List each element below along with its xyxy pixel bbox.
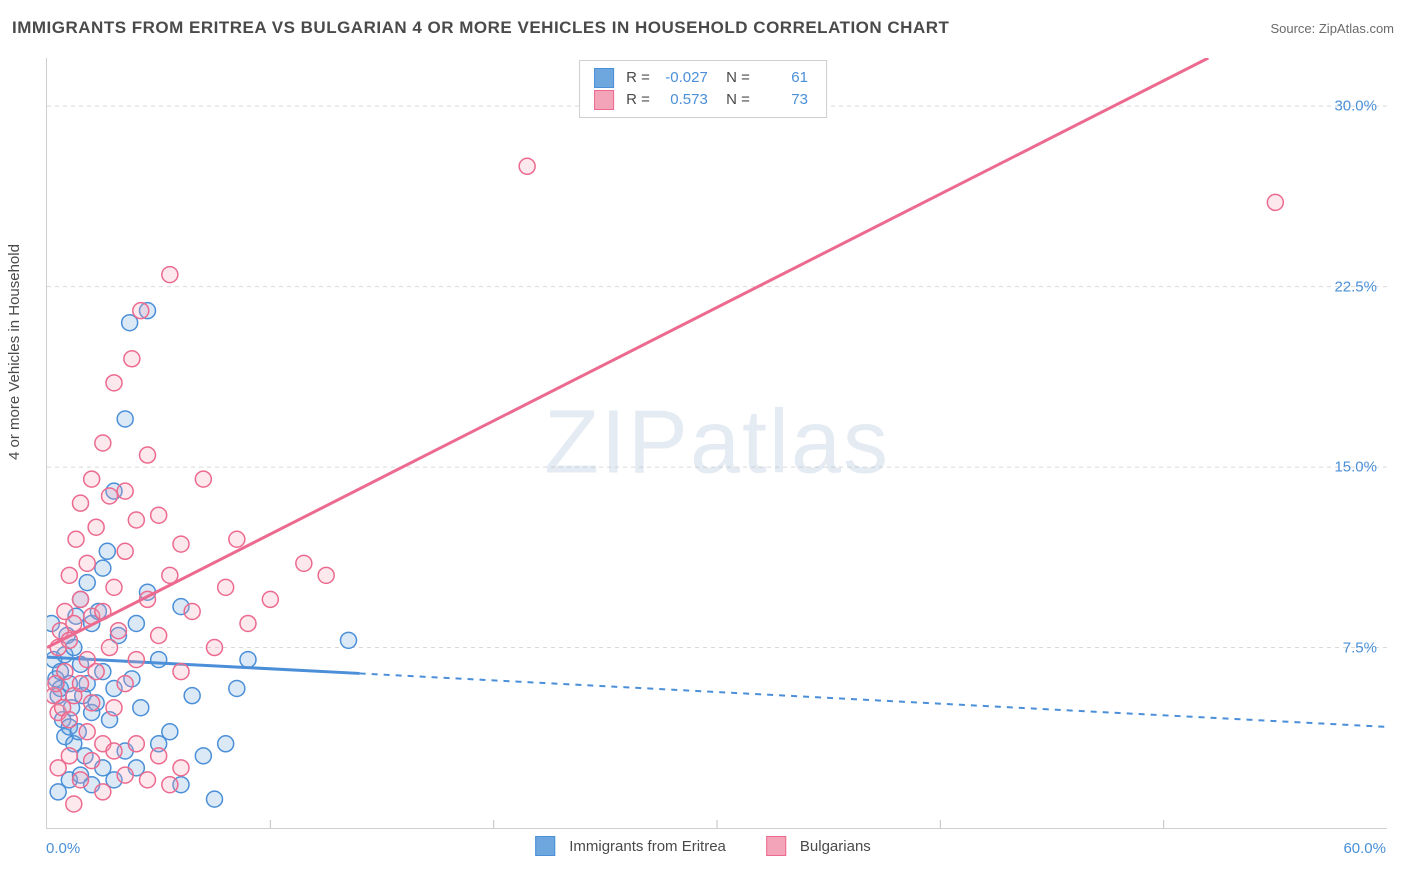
n-value-bulgarians: 73 xyxy=(756,89,812,111)
y-axis-label: 4 or more Vehicles in Household xyxy=(6,244,23,460)
y-tick-label: 15.0% xyxy=(1334,459,1377,476)
swatch-bulgarians xyxy=(766,836,786,856)
legend-label-bulgarians: Bulgarians xyxy=(800,838,871,855)
legend-item-bulgarians: Bulgarians xyxy=(766,836,871,856)
x-tick-min: 0.0% xyxy=(46,840,80,857)
y-tick-label: 7.5% xyxy=(1343,639,1377,656)
x-tick-max: 60.0% xyxy=(1343,840,1386,857)
legend-item-eritrea: Immigrants from Eritrea xyxy=(535,836,726,856)
n-label: N = xyxy=(718,89,750,111)
source-label: Source: ZipAtlas.com xyxy=(1270,21,1394,36)
r-value-eritrea: -0.027 xyxy=(656,67,712,89)
chart-title: IMMIGRANTS FROM ERITREA VS BULGARIAN 4 O… xyxy=(12,18,949,38)
series-legend: Immigrants from Eritrea Bulgarians xyxy=(525,836,881,856)
y-tick-label: 30.0% xyxy=(1334,98,1377,115)
r-value-bulgarians: 0.573 xyxy=(656,89,712,111)
swatch-eritrea xyxy=(535,836,555,856)
n-label: N = xyxy=(718,67,750,89)
r-label: R = xyxy=(626,67,650,89)
r-label: R = xyxy=(626,89,650,111)
plot-area: ZIPatlas 7.5%15.0%22.5%30.0% xyxy=(46,58,1387,829)
legend-row-eritrea: R = -0.027 N = 61 xyxy=(594,67,812,89)
y-tick-label: 22.5% xyxy=(1334,278,1377,295)
swatch-eritrea xyxy=(594,68,614,88)
scatter-chart xyxy=(47,58,1387,828)
legend-row-bulgarians: R = 0.573 N = 73 xyxy=(594,89,812,111)
legend-label-eritrea: Immigrants from Eritrea xyxy=(569,838,726,855)
correlation-legend: R = -0.027 N = 61 R = 0.573 N = 73 xyxy=(579,60,827,118)
swatch-bulgarians xyxy=(594,90,614,110)
n-value-eritrea: 61 xyxy=(756,67,812,89)
